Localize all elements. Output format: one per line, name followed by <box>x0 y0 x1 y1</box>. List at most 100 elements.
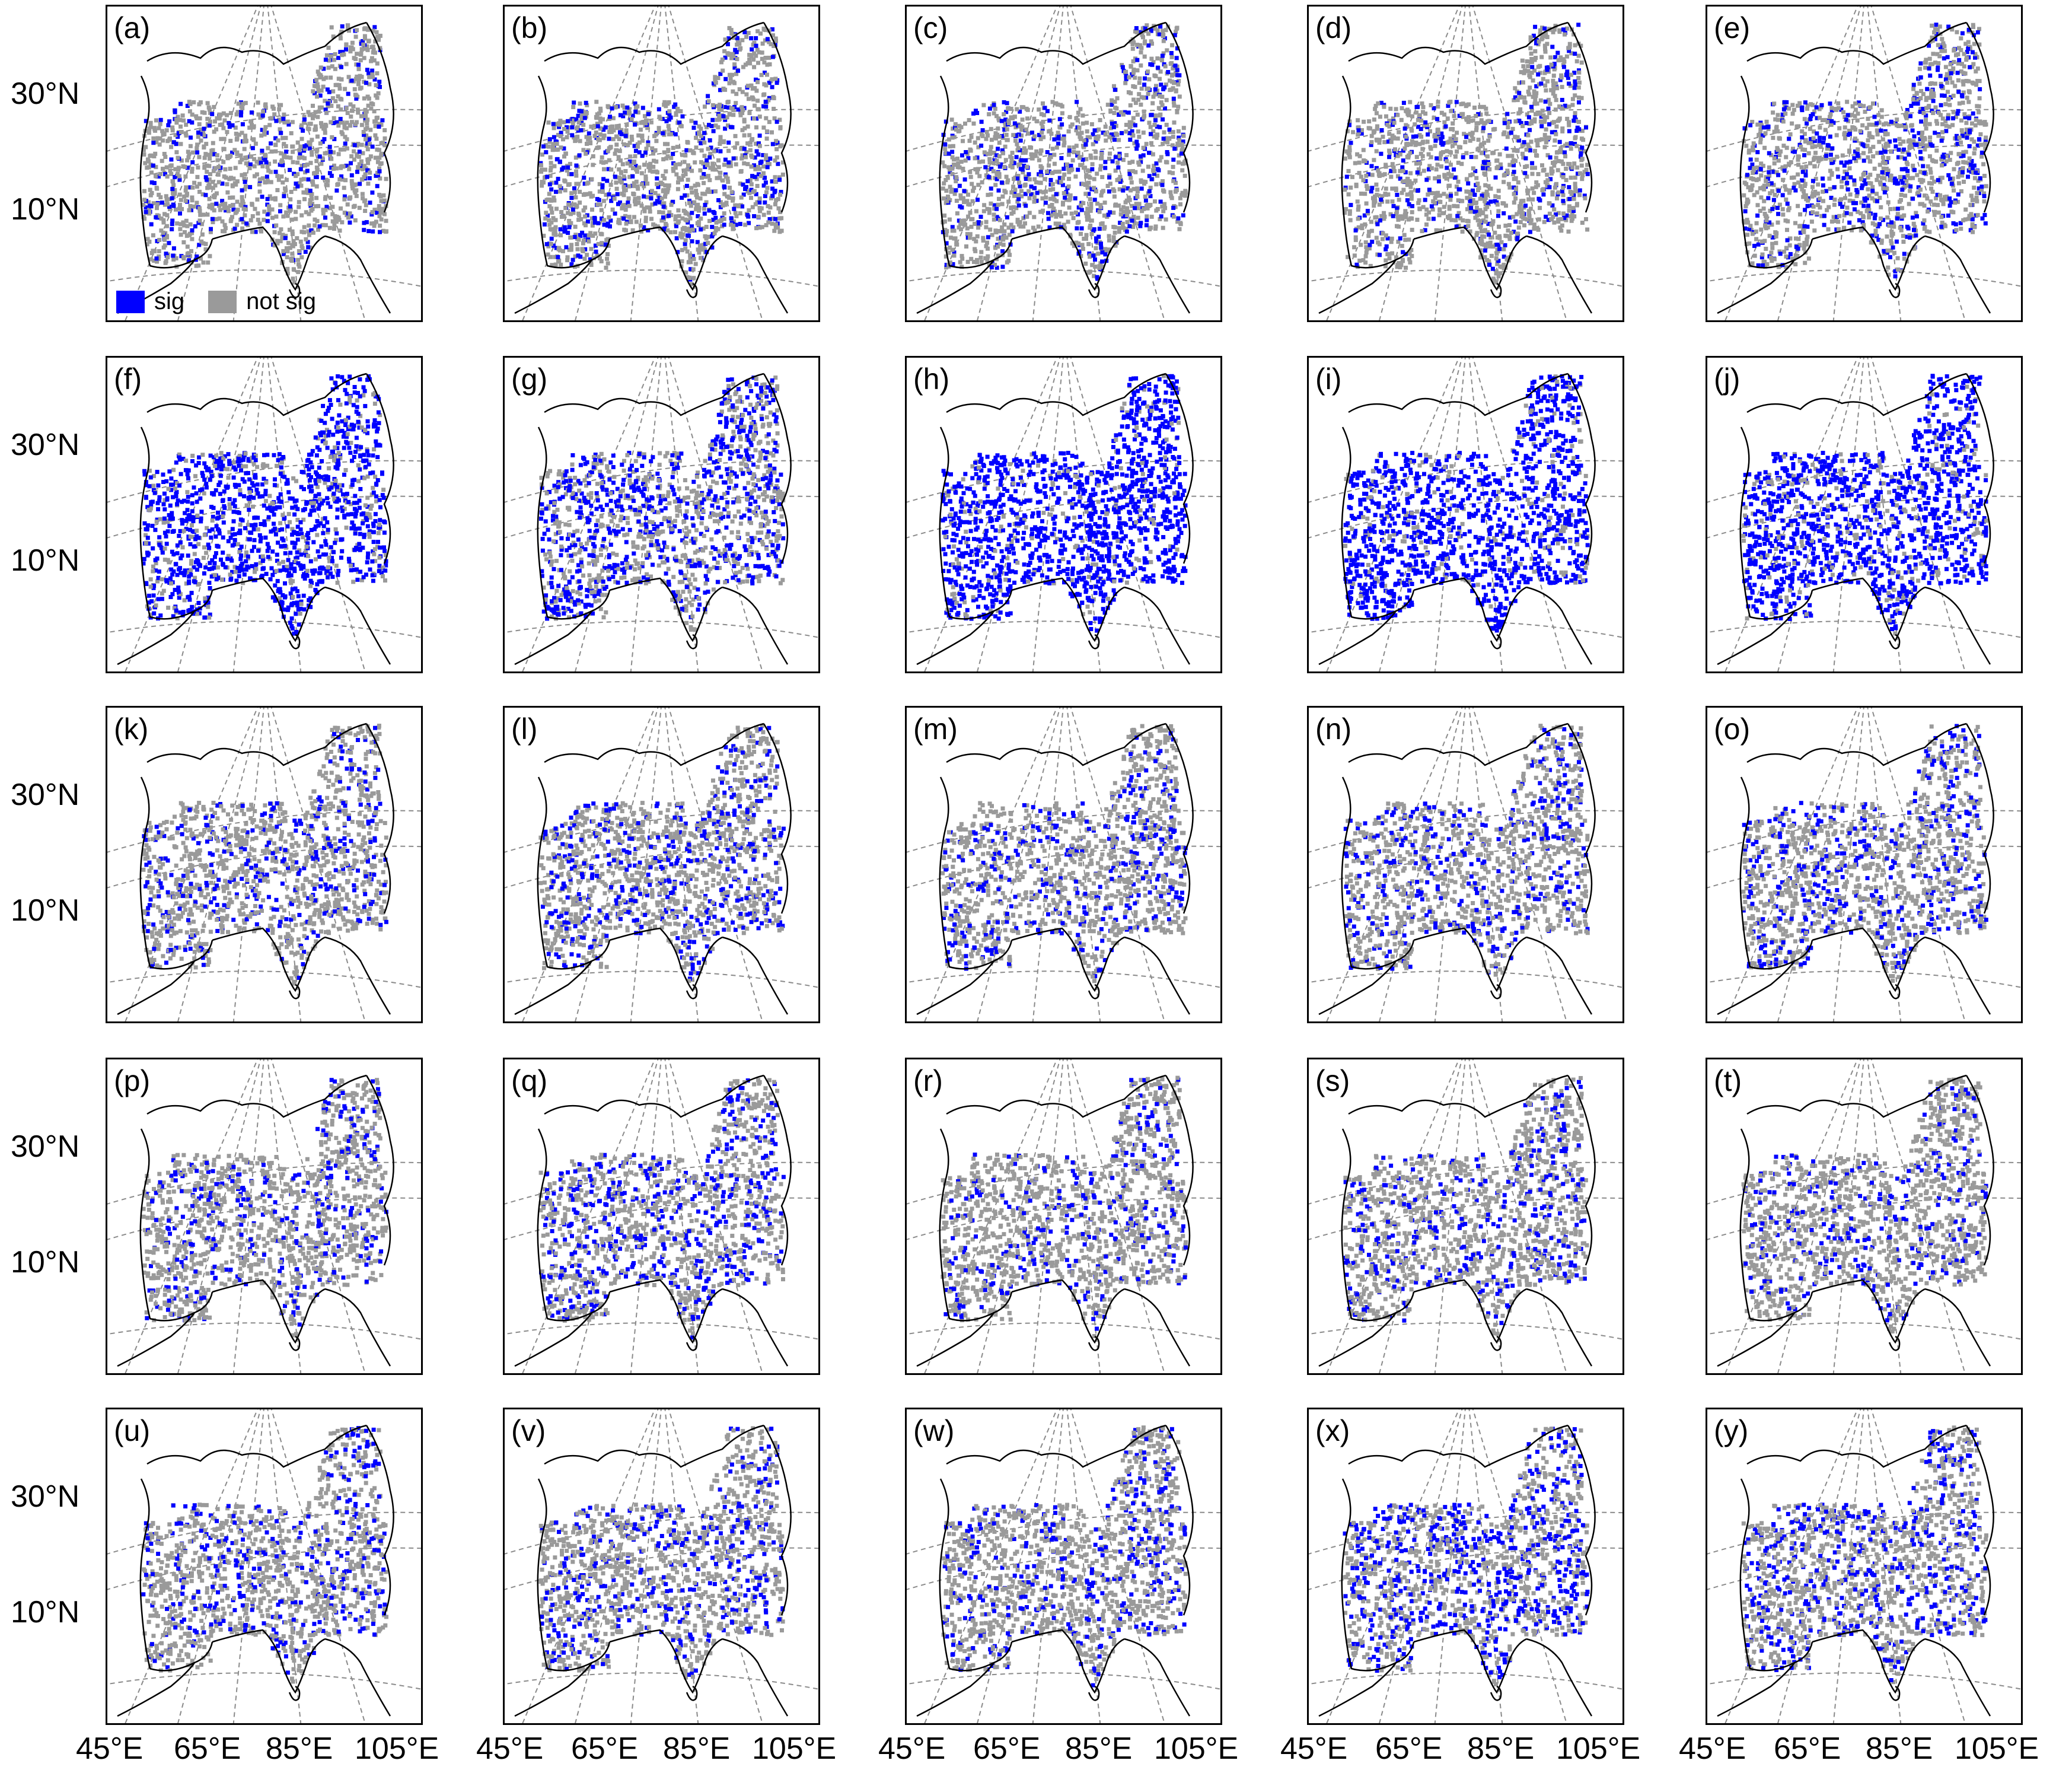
not-sig-pixel <box>761 171 766 176</box>
sig-pixel <box>741 182 745 187</box>
not-sig-pixel <box>760 56 764 61</box>
not-sig-pixel <box>971 121 976 126</box>
sig-pixel <box>372 25 377 30</box>
not-sig-pixel <box>981 238 986 243</box>
not-sig-pixel <box>148 120 153 125</box>
not-sig-pixel <box>348 123 352 128</box>
not-sig-pixel <box>311 103 315 108</box>
not-sig-pixel <box>360 192 365 196</box>
sig-pixel <box>749 36 754 40</box>
sig-pixel <box>745 213 750 218</box>
not-sig-pixel <box>1019 189 1024 193</box>
not-sig-pixel <box>1471 136 1475 141</box>
sig-pixel <box>1486 201 1490 206</box>
not-sig-pixel <box>1573 182 1577 186</box>
not-sig-pixel <box>960 254 964 259</box>
sig-pixel <box>1103 160 1108 164</box>
sig-pixel <box>1012 161 1016 165</box>
not-sig-pixel <box>1055 179 1060 184</box>
sig-pixel <box>1064 190 1069 195</box>
not-sig-pixel <box>747 53 752 58</box>
sig-pixel <box>579 128 584 133</box>
not-sig-pixel <box>1502 180 1506 184</box>
not-sig-pixel <box>767 40 772 44</box>
sig-pixel <box>1425 125 1430 129</box>
not-sig-pixel <box>750 137 755 142</box>
not-sig-pixel <box>1016 193 1021 198</box>
sig-pixel <box>154 215 158 219</box>
not-sig-pixel <box>343 87 348 91</box>
sig-pixel <box>711 81 716 86</box>
sig-pixel <box>1134 26 1139 30</box>
not-sig-pixel <box>1174 71 1178 75</box>
sig-pixel <box>1560 98 1564 102</box>
not-sig-pixel <box>1139 63 1143 68</box>
not-sig-pixel <box>959 227 963 232</box>
meridian-line <box>630 5 662 322</box>
not-sig-pixel <box>1060 111 1064 116</box>
not-sig-pixel <box>357 162 362 167</box>
not-sig-pixel <box>744 155 748 160</box>
not-sig-pixel <box>574 203 579 208</box>
not-sig-pixel <box>563 151 568 156</box>
coast-segment <box>1165 22 1194 213</box>
sig-pixel <box>207 123 212 128</box>
not-sig-pixel <box>1525 112 1529 117</box>
not-sig-pixel <box>677 162 682 167</box>
sig-pixel <box>1108 210 1112 215</box>
not-sig-pixel <box>958 221 963 226</box>
significance-pixels <box>941 23 1188 281</box>
not-sig-pixel <box>694 193 699 197</box>
not-sig-pixel <box>311 89 315 94</box>
not-sig-pixel <box>708 165 713 170</box>
not-sig-pixel <box>1150 101 1155 106</box>
not-sig-pixel <box>1149 56 1154 61</box>
not-sig-pixel <box>595 202 600 207</box>
not-sig-pixel <box>218 208 222 212</box>
not-sig-pixel <box>235 208 240 212</box>
not-sig-pixel <box>290 252 295 256</box>
sig-pixel <box>734 50 739 55</box>
not-sig-pixel <box>734 214 739 218</box>
sig-pixel <box>1069 164 1073 168</box>
sig-pixel <box>718 149 723 154</box>
not-sig-pixel <box>989 192 993 197</box>
not-sig-pixel <box>1346 192 1351 197</box>
not-sig-pixel <box>638 223 643 228</box>
not-sig-pixel <box>378 33 382 38</box>
not-sig-pixel <box>714 220 719 225</box>
coast-segment <box>212 226 326 291</box>
not-sig-pixel <box>956 129 961 133</box>
not-sig-pixel <box>260 164 265 168</box>
not-sig-pixel <box>699 148 704 153</box>
sig-pixel <box>176 135 180 139</box>
not-sig-pixel <box>362 34 367 39</box>
sig-pixel <box>1369 142 1373 147</box>
not-sig-pixel <box>605 237 610 241</box>
not-sig-pixel <box>222 229 227 234</box>
not-sig-pixel <box>1080 243 1085 247</box>
sig-pixel <box>280 163 285 167</box>
not-sig-pixel <box>745 189 750 194</box>
not-sig-pixel <box>1061 176 1065 181</box>
not-sig-pixel <box>997 218 1002 222</box>
sig-pixel <box>323 215 327 220</box>
sig-pixel <box>1512 163 1516 168</box>
not-sig-pixel <box>331 34 336 39</box>
not-sig-pixel <box>586 233 591 238</box>
not-sig-pixel <box>1569 176 1573 180</box>
not-sig-pixel <box>333 216 338 221</box>
not-sig-pixel <box>708 151 713 156</box>
not-sig-pixel <box>1485 192 1490 197</box>
not-sig-pixel <box>379 199 384 203</box>
not-sig-pixel <box>1377 138 1382 142</box>
not-sig-pixel <box>1072 150 1076 154</box>
sig-pixel <box>367 176 372 180</box>
sig-pixel <box>736 107 741 112</box>
not-sig-pixel <box>1397 198 1401 202</box>
sig-pixel <box>1471 188 1475 193</box>
not-sig-pixel <box>1483 183 1488 187</box>
not-sig-pixel <box>547 192 552 196</box>
coast-segment <box>514 259 593 314</box>
not-sig-pixel <box>1100 175 1105 179</box>
